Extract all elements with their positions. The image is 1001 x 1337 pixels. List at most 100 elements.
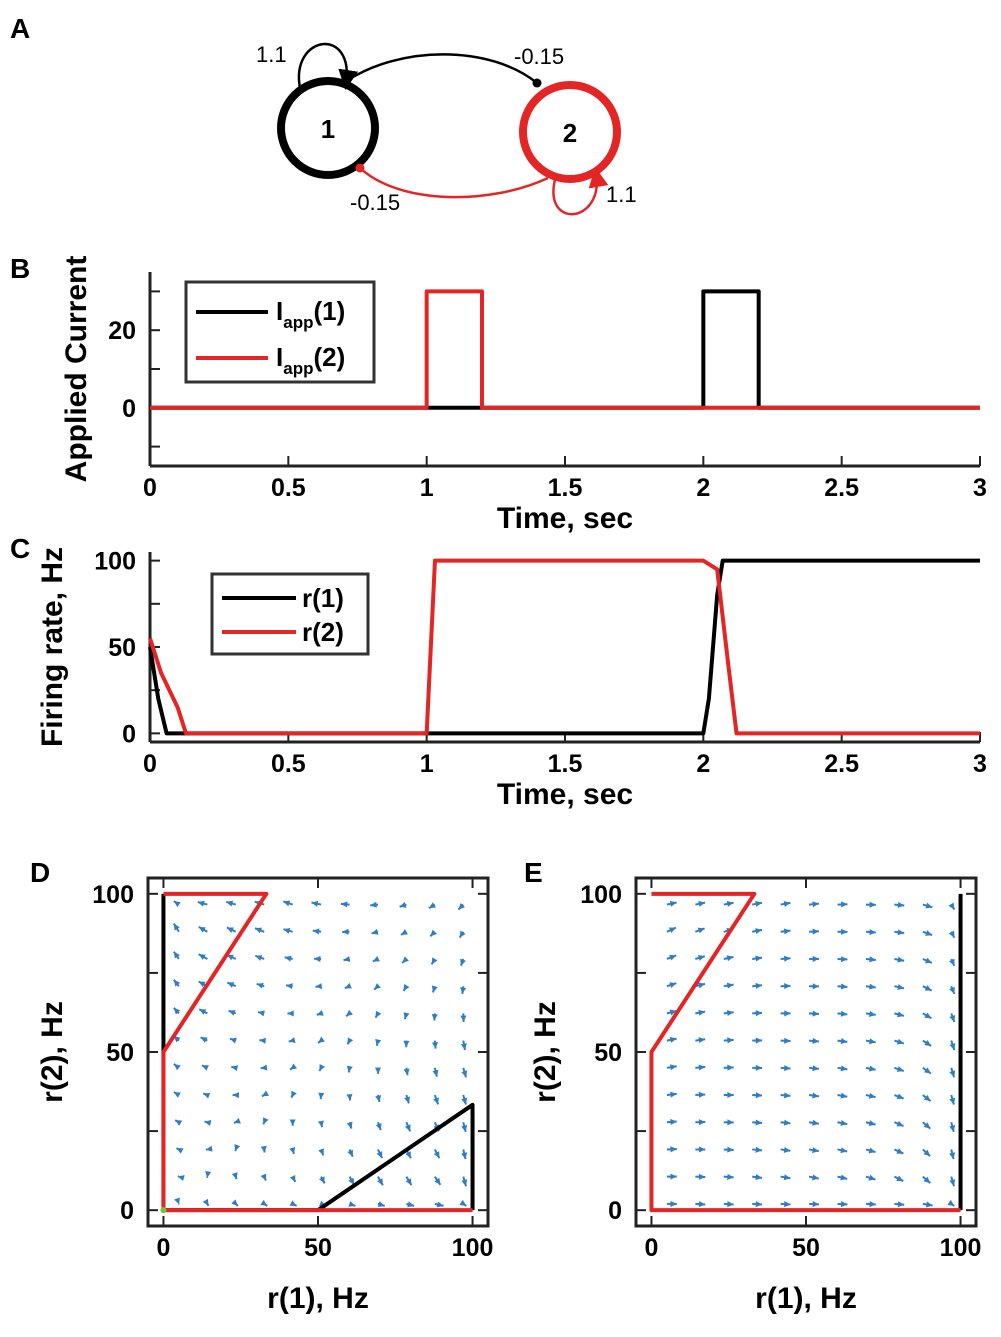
quiver-arrowhead [261,1090,269,1097]
quiver-arrowhead [868,1120,876,1127]
quiver-arrowhead [896,1093,904,1100]
y-axis-label: Applied Current [60,256,93,483]
quiver-arrowhead [291,1090,297,1098]
quiver-arrowhead [869,928,876,936]
quiver-arrowhead [726,955,734,962]
quiver-arrowhead [174,1197,180,1205]
self-loop-1 [297,42,359,90]
quiver-arrowhead [198,926,206,933]
inhibitory-terminal-2-to-1 [355,163,365,173]
quiver-arrowhead [947,1199,955,1206]
quiver-arrowhead [698,1009,706,1016]
quiver-arrowhead [290,1063,297,1070]
quiver-arrowhead [755,1119,763,1126]
quiver-arrowhead [869,983,876,990]
y-tick-label: 0 [122,395,136,423]
cross-weight-21: -0.15 [350,190,400,215]
x-tick-label: 0.5 [271,474,306,502]
quiver-arrowhead [755,900,762,907]
quiver-arrowhead [403,1012,410,1020]
quiver-arrowhead [460,987,467,994]
quiver-arrowhead [841,928,848,935]
legend-label-iapp1: Iapp(1) [276,296,345,332]
quiver-arrowhead [897,983,905,990]
quiver-arrowhead [228,1010,236,1016]
quiver-arrowhead [173,1092,181,1098]
quiver-arrowhead [784,1010,791,1017]
quiver-arrowhead [375,1095,382,1102]
x-tick-label: 0 [143,474,157,502]
quiver-arrowhead [436,1201,444,1208]
quiver-arrowhead [896,1148,904,1154]
quiver-arrowhead [727,1146,734,1153]
cross-weight-12: -0.15 [514,44,564,69]
x-tick-label: 0 [143,750,157,778]
legend-box [184,280,376,384]
quiver-arrowhead [897,1011,904,1018]
quiver-arrowhead [698,982,705,989]
quiver-arrowhead [727,1119,734,1126]
x-tick-label: 1.5 [548,750,583,778]
quiver-arrowhead [755,1037,763,1044]
quiver-arrowhead [784,983,791,990]
nullcline-r1 [161,893,475,1213]
self-loop-2 [552,167,609,216]
panel-letter-d: D [30,857,50,888]
quiver-arrowhead [404,1096,410,1104]
quiver-arrowhead [727,1091,734,1099]
x-axis-label: Time, sec [497,502,633,535]
quiver-arrowhead [459,1199,467,1206]
quiver-arrowhead [669,982,677,989]
quiver-arrowhead [923,1149,931,1157]
quiver-arrowhead [319,1064,326,1072]
quiver-arrowhead [258,1010,265,1017]
quiver-arrowhead [311,900,319,907]
quiver-arrowhead [949,1179,956,1187]
quiver-arrowhead [375,1123,382,1131]
quiver-arrowhead [698,1201,706,1208]
x-tick-label: 1 [420,750,434,778]
edge-1-to-2 [344,53,538,84]
quiver-arrowhead [755,1201,763,1208]
quiver-arrowhead [288,1037,296,1044]
quiver-arrowhead [868,1038,876,1045]
series-line-iapp-2- [150,289,980,410]
x-axis-label: r(1), Hz [267,1282,369,1315]
quiver-arrowhead [896,1066,904,1072]
quiver-arrowhead [923,1094,931,1102]
series-line-r-2- [148,558,980,736]
quiver-arrowhead [229,1037,237,1044]
quiver-arrowhead [755,1174,763,1181]
panel-a: A 1 2 1.1 -0.15 -0.15 1.1 [10,13,637,216]
x-tick-label: 3 [973,474,987,502]
quiver-arrowhead [428,902,436,909]
quiver-arrowhead [923,1176,931,1184]
quiver-arrowhead [344,982,352,989]
quiver-arrowhead [897,956,905,963]
quiver-arrowhead [377,1178,383,1186]
quiver-arrowhead [347,1149,353,1157]
quiver-arrowhead [173,979,181,987]
panel-b-legend: Iapp(1) Iapp(2) [184,280,376,384]
nullcline-r2 [161,891,473,1213]
quiver-arrowhead [227,982,235,988]
quiver-arrowhead [173,901,181,908]
quiver-arrowhead [284,955,292,962]
quiver-arrowhead [670,1200,677,1207]
quiver-arrowhead [173,923,180,931]
quiver-arrowhead [348,1200,356,1207]
y-tick-label: 0 [120,1197,134,1225]
quiver-arrowhead [726,982,734,989]
x-tick-label: 2 [696,474,710,502]
quiver-arrowhead [233,1117,241,1124]
quiver-arrowhead [755,982,763,989]
quiver-arrowhead [924,957,932,964]
quiver-arrowhead [812,928,819,935]
quiver-arrowhead [283,900,291,907]
quiver-arrowhead [459,930,466,938]
quiver-arrowhead [432,1069,439,1077]
quiver-arrowhead [669,900,677,907]
quiver-arrowhead [431,1013,438,1021]
quiver-arrowhead [783,1174,791,1181]
quiver-arrowhead [948,930,955,938]
